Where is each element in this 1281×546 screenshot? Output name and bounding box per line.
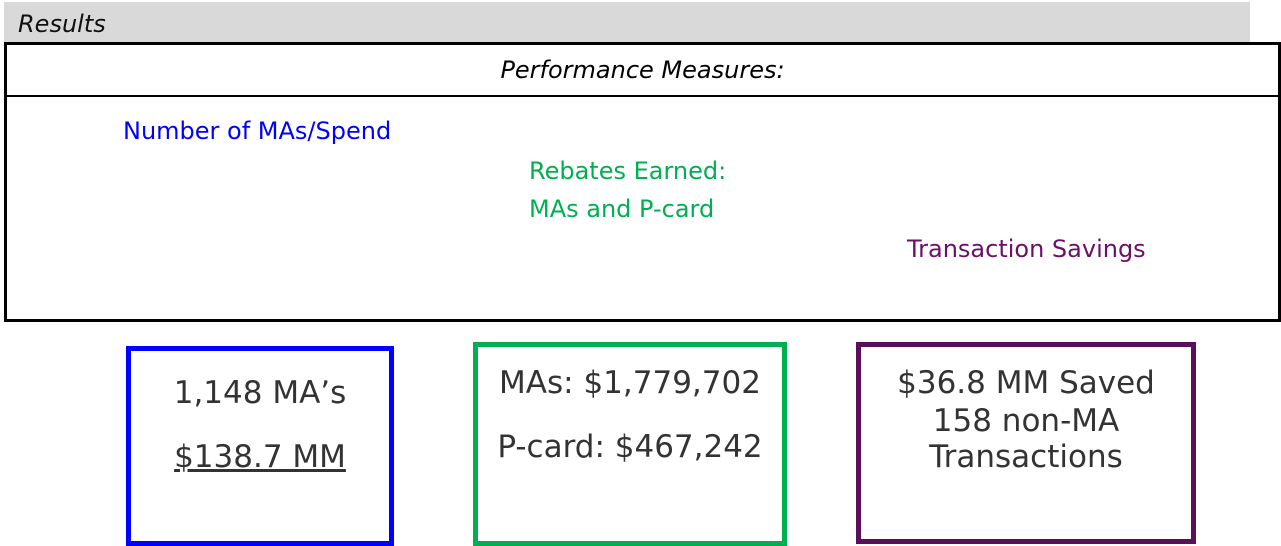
header-title: Results [18,10,106,38]
box-line: $36.8 MM Saved [897,365,1155,401]
box-line: P-card: $467,242 [497,429,763,465]
measure: MAs and P-card [529,195,715,223]
measure: Transaction Savings [907,235,1146,263]
measure: Number of MAs/Spend [123,117,392,145]
box-line: Transactions [929,439,1123,475]
table-heading: Performance Measures: [7,45,1278,97]
section-header: Results [4,2,1250,42]
box: $36.8 MM Saved 158 non-MA Transactions [856,342,1196,544]
box-line: 1,148 MA’s [173,375,347,411]
box-line: 158 non-MA [932,403,1120,439]
measure: Rebates Earned: [529,157,727,185]
box-line: $138.7 MM [174,439,346,475]
box: MAs: $1,779,702 P-card: $467,242 [473,342,787,546]
box: 1,148 MA’s $138.7 MM [126,346,394,546]
measures-table: Performance Measures: Number of MAs/Spen… [4,42,1281,322]
box-line: MAs: $1,779,702 [499,365,761,401]
